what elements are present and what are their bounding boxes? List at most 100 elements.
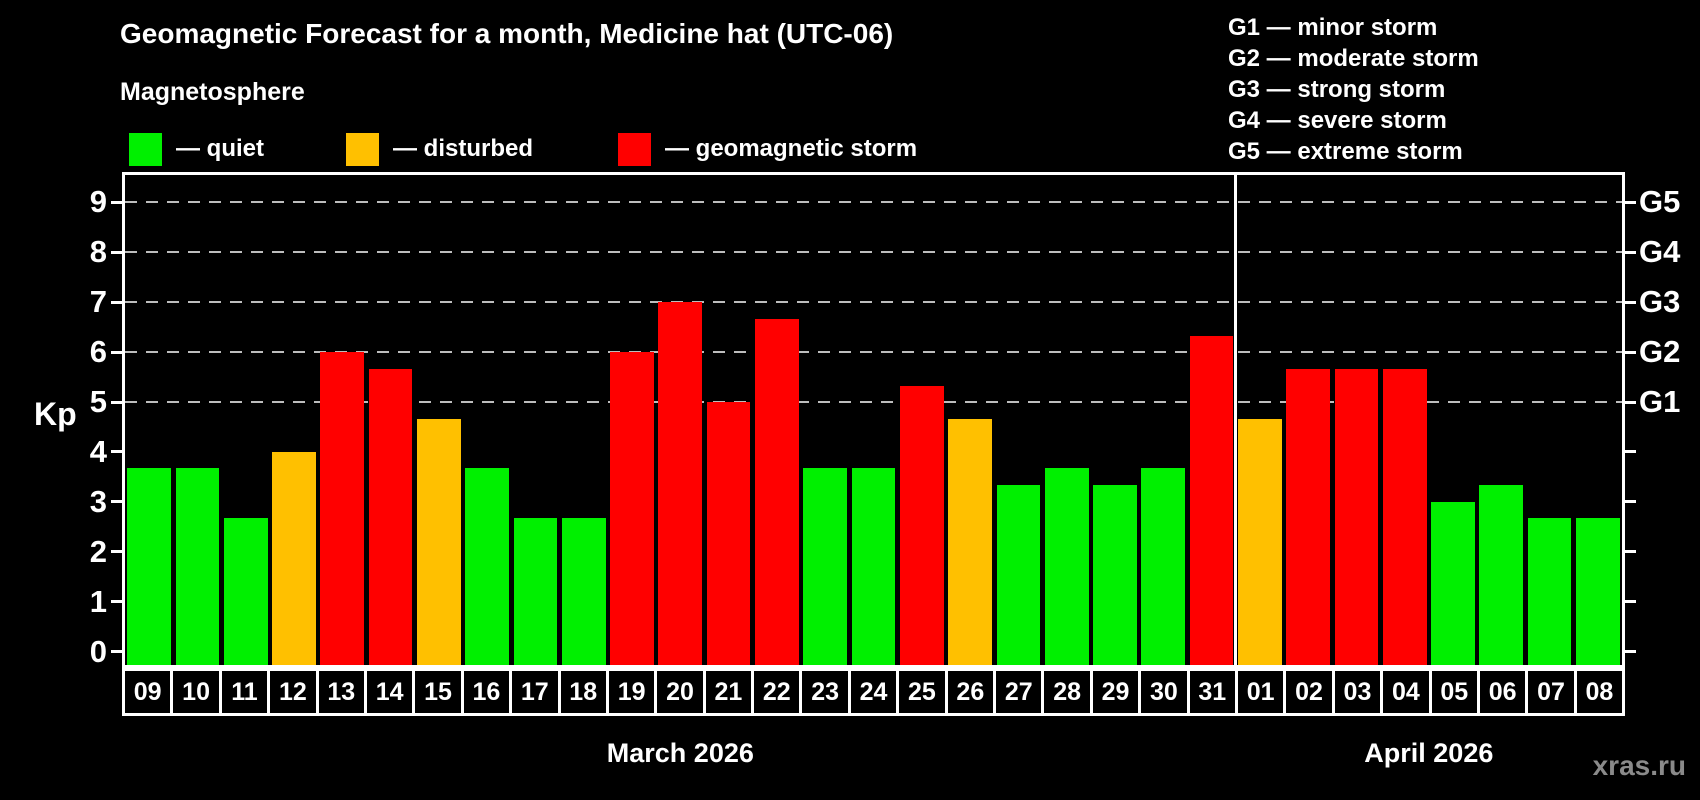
kp-bar-march-13 [320, 352, 365, 665]
g-level-label-g2: G2 [1639, 334, 1681, 370]
date-cell-april-06: 06 [1476, 668, 1529, 716]
kp-bar-march-23 [803, 468, 848, 665]
y-tick-right-7 [1625, 300, 1636, 304]
kp-tick-label-0: 0 [89, 633, 107, 669]
date-cell-march-15: 15 [412, 668, 464, 716]
gridline-kp5 [125, 401, 1622, 404]
date-cell-march-26: 26 [944, 668, 997, 716]
g-level-label-g3: G3 [1639, 284, 1681, 320]
y-tick-left-5 [111, 400, 122, 404]
kp-tick-label-7: 7 [89, 284, 107, 320]
date-cell-march-24: 24 [847, 668, 900, 716]
kp-tick-label-2: 2 [89, 533, 107, 569]
storm-color-swatch [618, 132, 651, 166]
kp-bar-march-21 [706, 402, 751, 665]
date-cell-march-22: 22 [751, 668, 803, 716]
date-cell-march-13: 13 [315, 668, 367, 716]
kp-bar-march-10 [175, 468, 220, 665]
gridline-kp8 [125, 251, 1622, 254]
y-tick-left-4 [111, 450, 122, 454]
kp-bar-april-01 [1237, 418, 1282, 665]
y-tick-left-7 [111, 300, 122, 304]
kp-bar-march-24 [851, 468, 896, 665]
date-cell-april-05: 05 [1428, 668, 1480, 716]
gridline-kp6 [125, 351, 1622, 354]
kp-bar-march-09 [127, 468, 171, 665]
legend-item-storm: — geomagnetic storm [618, 132, 917, 166]
storm-scale-g5: G5 — extreme storm [1228, 138, 1463, 165]
kp-bar-march-30 [1141, 468, 1186, 665]
y-tick-left-6 [111, 350, 122, 354]
kp-tick-label-8: 8 [89, 234, 107, 270]
kp-bar-march-17 [513, 518, 558, 665]
y-tick-left-3 [111, 500, 122, 504]
y-tick-right-5 [1625, 400, 1636, 404]
disturbed-color-swatch [346, 132, 379, 166]
g-level-label-g1: G1 [1639, 384, 1681, 420]
kp-bar-march-16 [465, 468, 510, 665]
g-level-label-g4: G4 [1639, 234, 1681, 270]
kp-bar-april-02 [1286, 368, 1330, 665]
kp-bar-march-28 [1044, 468, 1089, 665]
storm-scale-legend: G1 — minor storm G2 — moderate storm G3 … [1228, 12, 1479, 167]
y-tick-left-0 [111, 650, 122, 654]
date-cell-april-04: 04 [1380, 668, 1432, 716]
legend-label-storm: — geomagnetic storm [665, 135, 918, 162]
kp-bar-march-19 [610, 352, 654, 665]
y-tick-right-1 [1625, 600, 1636, 604]
kp-axis-title: Kp [34, 396, 77, 432]
kp-bar-march-26 [948, 418, 992, 665]
legend-item-disturbed: — disturbed [346, 132, 533, 166]
y-tick-left-9 [111, 200, 122, 204]
kp-tick-label-9: 9 [89, 184, 107, 220]
date-cell-march-12: 12 [267, 668, 319, 716]
kp-bar-march-12 [272, 451, 316, 665]
kp-bar-march-18 [561, 518, 606, 665]
kp-bar-march-25 [899, 385, 944, 665]
y-tick-right-6 [1625, 350, 1636, 354]
kp-tick-label-5: 5 [89, 384, 107, 420]
date-cell-march-17: 17 [509, 668, 561, 716]
kp-bar-march-14 [368, 368, 413, 665]
date-cell-march-14: 14 [363, 668, 416, 716]
month-label-april: April 2026 [1364, 738, 1494, 768]
kp-bar-april-08 [1576, 518, 1620, 665]
y-tick-left-2 [111, 550, 122, 554]
date-cell-march-20: 20 [654, 668, 706, 716]
kp-tick-label-1: 1 [89, 583, 107, 619]
kp-bar-march-27 [996, 485, 1041, 665]
month-label-march: March 2026 [606, 738, 754, 768]
storm-scale-g3: G3 — strong storm [1228, 76, 1446, 103]
date-cell-march-25: 25 [896, 668, 948, 716]
legend-label-disturbed: — disturbed [393, 135, 534, 162]
plot-inner [111, 175, 1636, 665]
storm-scale-g1: G1 — minor storm [1228, 14, 1438, 41]
kp-bar-april-03 [1334, 368, 1379, 665]
month-separator [1234, 175, 1238, 665]
y-tick-right-9 [1625, 200, 1636, 204]
kp-tick-label-3: 3 [89, 483, 107, 519]
storm-scale-g2: G2 — moderate storm [1228, 45, 1479, 72]
y-tick-right-3 [1625, 500, 1636, 504]
date-cell-april-07: 07 [1525, 668, 1577, 716]
kp-bar-april-04 [1382, 368, 1427, 665]
magnetosphere-subtitle: Magnetosphere [120, 78, 305, 106]
kp-tick-label-4: 4 [89, 433, 107, 469]
date-cell-march-19: 19 [605, 668, 658, 716]
date-cell-april-03: 03 [1331, 668, 1384, 716]
date-cell-march-11: 11 [218, 668, 271, 716]
gridline-kp7 [125, 301, 1622, 304]
watermark: xras.ru [1592, 750, 1686, 781]
date-cell-march-31: 31 [1186, 668, 1238, 716]
date-cell-april-02: 02 [1283, 668, 1335, 716]
legend-label-quiet: — quiet [176, 135, 264, 162]
gridline-kp9 [125, 201, 1622, 204]
date-cell-april-01: 01 [1234, 668, 1287, 716]
quiet-color-swatch [129, 132, 162, 166]
kp-tick-label-6: 6 [89, 334, 107, 370]
date-cell-march-28: 28 [1041, 668, 1093, 716]
y-tick-right-4 [1625, 450, 1636, 454]
y-tick-right-8 [1625, 250, 1636, 254]
date-cell-march-21: 21 [702, 668, 755, 716]
